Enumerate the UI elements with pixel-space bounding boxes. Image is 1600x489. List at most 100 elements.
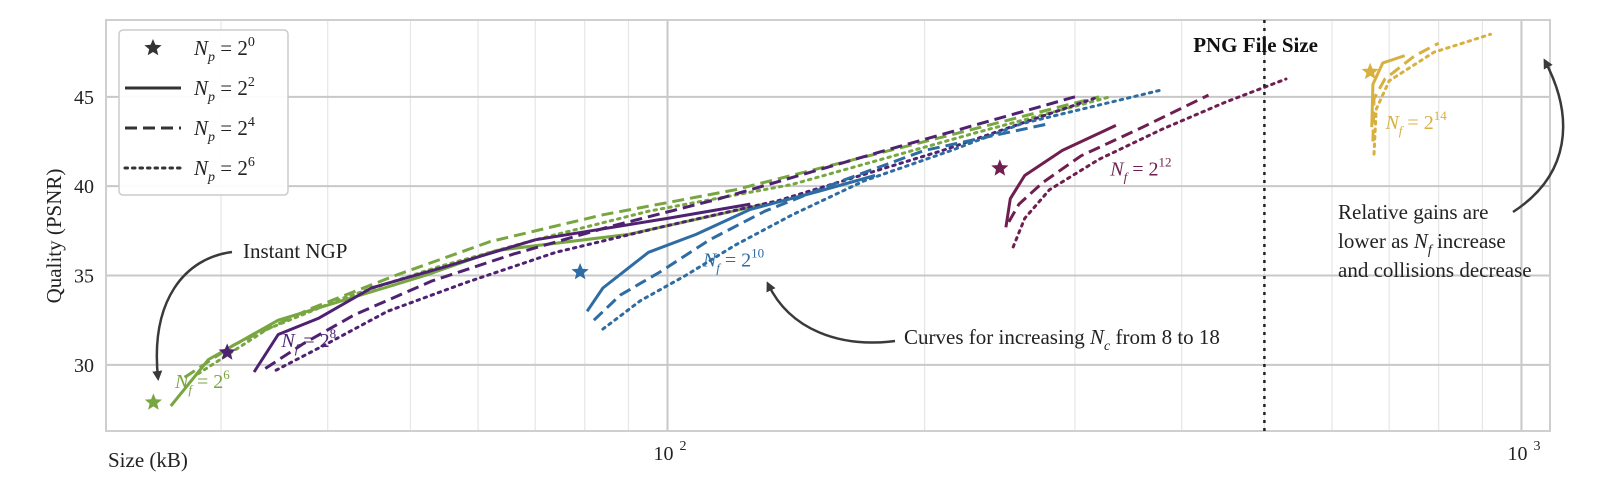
- legend-label: Np = 24: [193, 115, 255, 145]
- y-tick-label: 35: [74, 266, 94, 288]
- grid: [106, 20, 1550, 431]
- series-label-subscript: f: [1124, 169, 1130, 184]
- legend-item-dashed: Np = 24: [125, 115, 255, 145]
- series-line-dashed: [264, 95, 1076, 370]
- series-label-exponent: 8: [330, 326, 337, 341]
- legend-label-exponent: 4: [248, 115, 255, 130]
- series-label: Nf = 214: [1384, 108, 1447, 138]
- series-star-marker: [144, 393, 162, 410]
- curves-label-pre: Curves for increasing: [904, 325, 1090, 349]
- legend-label-equals: = 2: [215, 76, 248, 100]
- legend-label-subscript: p: [207, 90, 215, 105]
- series-line-dashed: [1371, 41, 1440, 142]
- gains-arrow: [1512, 58, 1565, 214]
- instant-ngp-annotation: Instant NGP: [152, 239, 347, 381]
- legend-label-symbol: N: [193, 76, 209, 100]
- series-label-equals: = 2: [192, 371, 223, 393]
- x-axis-label: Size (kB): [108, 448, 188, 472]
- legend-label-exponent: 0: [248, 35, 255, 50]
- gains-line-2-symbol: N: [1413, 229, 1429, 253]
- series-line-solid: [1004, 124, 1117, 228]
- x-tick-exponent: 3: [1533, 439, 1540, 454]
- legend-item-dotted: Np = 26: [123, 155, 255, 185]
- series-label-symbol: N: [174, 371, 190, 393]
- series-label: Nf = 210: [702, 246, 764, 276]
- legend-label-symbol: N: [193, 116, 209, 140]
- x-tick-label: 10: [654, 443, 674, 465]
- x-tick-exponent: 2: [680, 439, 687, 454]
- gains-annotation: Relative gains are lower as Nf increase …: [1338, 58, 1565, 282]
- legend-label: Np = 26: [193, 155, 255, 185]
- series-label-exponent: 14: [1434, 108, 1448, 123]
- curves-label: Curves for increasing Nc from 8 to 18: [904, 325, 1220, 354]
- series-label-symbol: N: [280, 330, 296, 352]
- series-star-marker: [571, 263, 589, 280]
- y-axis-label: Quality (PSNR): [42, 169, 66, 304]
- series-line-dashed: [592, 122, 1050, 322]
- gains-line-2-pre: lower as: [1338, 229, 1414, 253]
- curves-annotation: Curves for increasing Nc from 8 to 18: [766, 281, 1220, 354]
- series-label-subscript: f: [1399, 123, 1405, 138]
- series-label-exponent: 12: [1159, 154, 1172, 169]
- series-label-equals: = 2: [1402, 112, 1433, 134]
- curves-label-symbol: N: [1089, 325, 1105, 349]
- axis-ticks: 30 35 40 45 10 2 10 3: [74, 87, 1540, 465]
- legend-label: Np = 22: [193, 75, 255, 105]
- series-label-subscript: f: [295, 341, 301, 356]
- legend-label-subscript: p: [207, 170, 215, 185]
- series-line-dotted: [601, 88, 1165, 331]
- series-label-subscript: f: [188, 382, 194, 397]
- legend-star-marker: [144, 39, 162, 56]
- curves-arrow: [766, 281, 896, 344]
- series-star-marker: [991, 159, 1009, 176]
- series-label: Nf = 26: [174, 367, 230, 397]
- series-label-symbol: N: [702, 250, 718, 272]
- legend-item-solid: Np = 22: [125, 75, 255, 105]
- y-tick-label: 40: [74, 176, 94, 198]
- legend-label-symbol: N: [193, 156, 209, 180]
- legend-label-equals: = 2: [215, 116, 248, 140]
- series-star-marker: [1361, 62, 1379, 80]
- instant-ngp-arrow: [152, 250, 233, 381]
- legend-label-exponent: 6: [248, 155, 255, 170]
- series-label-equals: = 2: [298, 330, 329, 352]
- curves-label-subscript: c: [1104, 339, 1111, 354]
- series-label-subscript: f: [716, 261, 722, 276]
- legend-label-subscript: p: [207, 50, 215, 65]
- gains-line-2-post: increase: [1432, 229, 1506, 253]
- series-star-marker: [218, 343, 236, 360]
- legend-label-symbol: N: [193, 36, 209, 60]
- legend-label-exponent: 2: [248, 75, 255, 90]
- series-label: Nf = 28: [280, 326, 336, 356]
- legend-box: [118, 29, 289, 196]
- series-label-equals: = 2: [720, 250, 751, 272]
- instant-ngp-label: Instant NGP: [243, 239, 347, 263]
- series-line-solid: [252, 202, 751, 373]
- series-label: Nf = 212: [1109, 154, 1171, 184]
- gains-line-2-subscript: f: [1428, 243, 1434, 258]
- gains-line-1: Relative gains are: [1338, 200, 1488, 224]
- y-tick-label: 45: [74, 87, 94, 109]
- plot-lines: [144, 32, 1492, 410]
- series-line-dotted: [1011, 77, 1288, 249]
- gains-line-3: and collisions decrease: [1338, 258, 1532, 282]
- x-tick-label: 10: [1507, 443, 1527, 465]
- legend-item-star: Np = 20: [144, 35, 255, 65]
- plot-frame: [105, 19, 1551, 432]
- gains-line-2: lower as Nf increase: [1338, 229, 1506, 258]
- series-line-dashed: [1007, 93, 1210, 223]
- legend-label-subscript: p: [207, 130, 215, 145]
- series-label-symbol: N: [1384, 112, 1400, 134]
- series-line-solid: [1370, 54, 1406, 128]
- series-line-solid: [169, 202, 766, 407]
- series-label-symbol: N: [1109, 158, 1125, 180]
- curves-label-post: from 8 to 18: [1110, 325, 1220, 349]
- png-file-size-label: PNG File Size: [1193, 33, 1318, 57]
- legend-label: Np = 20: [193, 35, 255, 65]
- series-label-equals: = 2: [1127, 158, 1158, 180]
- series-label-exponent: 6: [223, 367, 230, 382]
